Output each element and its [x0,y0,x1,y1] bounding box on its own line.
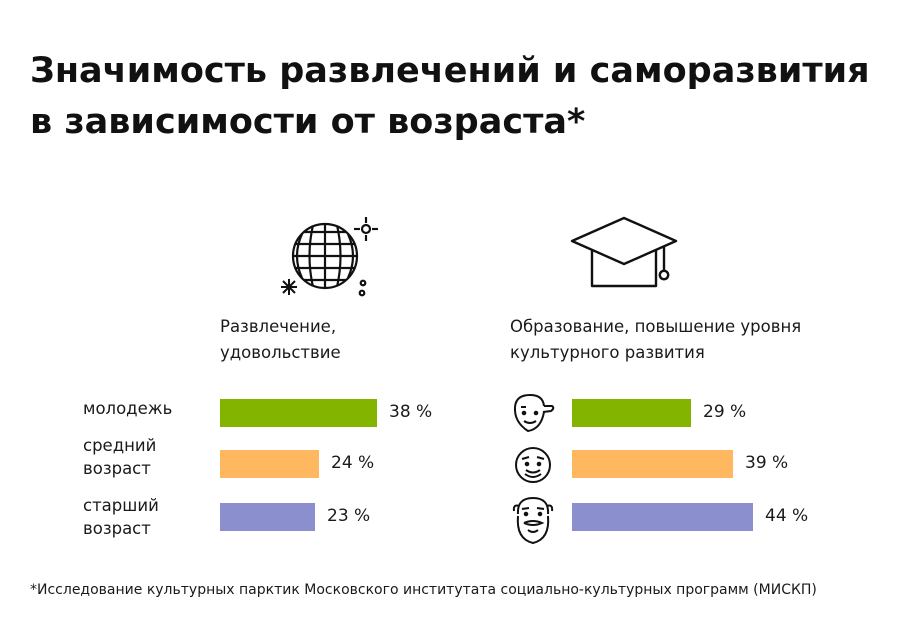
disco-ball-icon [281,217,378,297]
old-bearded-face-icon [512,496,554,545]
middle-aged-face-icon [515,447,551,483]
graduation-cap-icon [570,216,678,288]
group-label-young: молодежь [83,397,172,420]
right-panel-label-line1: Образование, повышение уровня [510,317,802,336]
right-panel-label: Образование, повышение уровня культурног… [510,314,801,366]
value-education-middle: 39 % [745,453,789,473]
group-label-senior-line1: старший [83,496,159,515]
young-face-cap-icon [513,393,555,433]
bar-education-young [572,399,691,427]
title-line-2: в зависимости от возраста* [30,102,586,142]
bar-entertainment-young [220,399,377,427]
group-label-young-line1: молодежь [83,399,173,418]
page-title: Значимость развлечений и саморазвития в … [30,46,870,148]
footnote: *Исследование культурных парктик Московс… [30,582,817,598]
bar-entertainment-middle [220,450,319,478]
group-label-middle-line1: средний [83,436,157,455]
value-education-senior: 44 % [765,506,809,526]
value-entertainment-senior: 23 % [327,506,371,526]
group-label-senior-line2: возраст [83,519,151,538]
bar-education-senior [572,503,753,531]
left-panel-label-line1: Развлечение, [220,317,337,336]
left-panel-label: Развлечение, удовольствие [220,314,341,366]
title-line-1: Значимость развлечений и саморазвития [30,51,870,91]
bar-education-middle [572,450,733,478]
value-entertainment-young: 38 % [389,402,433,422]
group-label-senior: старший возраст [83,494,159,540]
left-panel-label-line2: удовольствие [220,343,341,362]
group-label-middle-line2: возраст [83,459,151,478]
group-label-middle: средний возраст [83,434,156,480]
right-panel-label-line2: культурного развития [510,343,705,362]
value-education-young: 29 % [703,402,747,422]
value-entertainment-middle: 24 % [331,453,375,473]
bar-entertainment-senior [220,503,315,531]
